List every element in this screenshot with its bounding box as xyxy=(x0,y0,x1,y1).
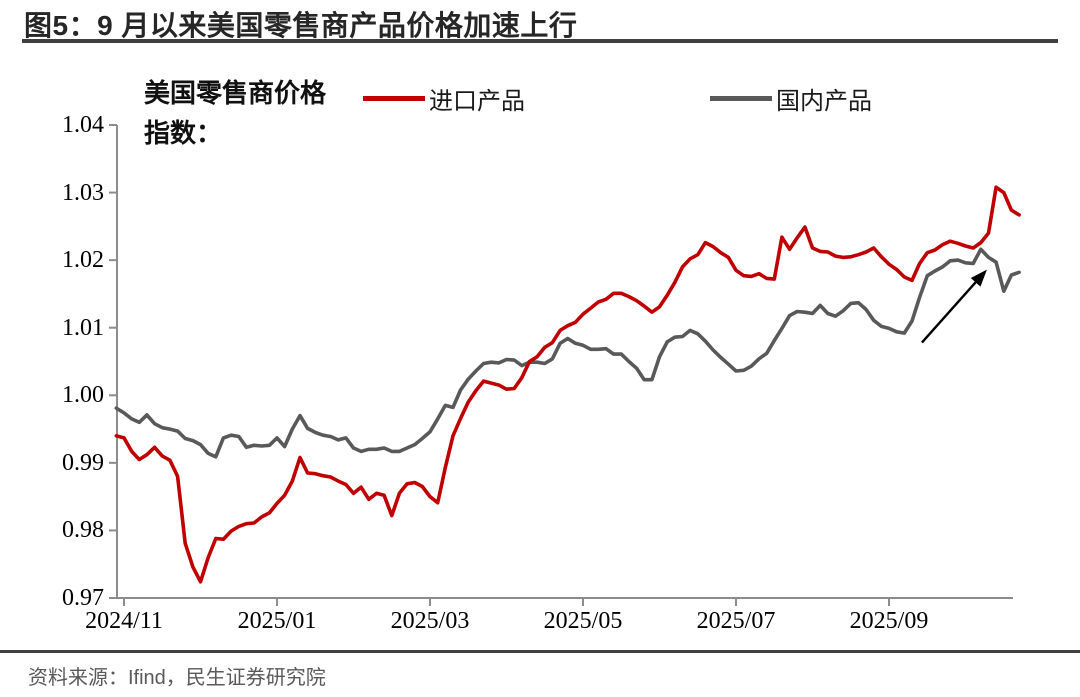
annotation-arrow-head-icon xyxy=(970,269,987,287)
y-tick-label: 0.99 xyxy=(62,449,104,476)
y-tick-label: 1.03 xyxy=(62,179,104,206)
axis-lines xyxy=(116,125,1013,599)
y-tick-label: 1.00 xyxy=(62,382,104,409)
legend-label-imported: 进口产品 xyxy=(429,88,525,115)
figure-title: 图5：9 月以来美国零售商产品价格加速上行 xyxy=(24,10,578,41)
series-domestic-line xyxy=(114,247,1021,459)
x-tick-label: 2025/03 xyxy=(390,608,470,634)
legend-swatch-imported-icon xyxy=(363,95,425,101)
x-tick-label: 2025/05 xyxy=(543,608,623,634)
x-tick-label: 2025/09 xyxy=(849,608,929,634)
y-tick-label: 1.01 xyxy=(62,314,104,341)
source-note: 资料来源：Ifind，民生证券研究院 xyxy=(28,667,326,689)
y-tick-label: 0.97 xyxy=(62,585,104,611)
y-tick-label: 1.04 xyxy=(62,112,104,138)
legend-swatch-domestic-icon xyxy=(710,95,772,101)
x-tick-label: 2025/07 xyxy=(696,608,776,634)
footer-divider xyxy=(0,650,1080,653)
legend-label-domestic: 国内产品 xyxy=(776,88,872,115)
title-underline xyxy=(22,39,1058,43)
annotation-arrow-shaft xyxy=(920,281,977,344)
y-tick-label: 0.98 xyxy=(62,517,104,544)
x-tick-label: 2024/11 xyxy=(85,608,163,634)
legend-item-imported: 进口产品 xyxy=(363,84,525,115)
x-tick-label: 2025/01 xyxy=(237,608,317,634)
y-tick-label: 1.02 xyxy=(62,247,104,274)
chart-group-label: 美国零售商价格指数： xyxy=(144,79,327,148)
legend-item-domestic: 国内产品 xyxy=(710,84,872,115)
series-imported-line xyxy=(114,185,1021,584)
